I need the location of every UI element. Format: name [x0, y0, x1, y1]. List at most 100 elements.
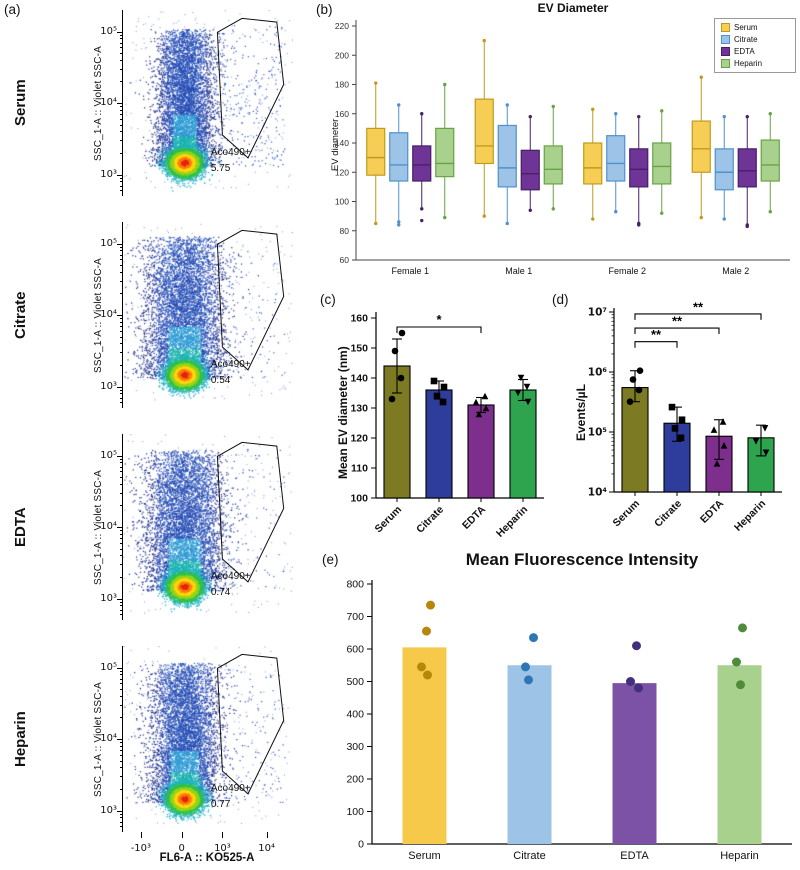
whisker-max-dot	[745, 114, 749, 119]
data-dot	[529, 633, 538, 643]
box-citrate	[606, 135, 626, 182]
whisker-max-dot	[699, 75, 703, 79]
x-category-label: Heparin	[720, 850, 759, 862]
y-minor-tick	[120, 47, 123, 49]
y-tick-mark	[117, 243, 123, 245]
y-minor-tick	[120, 789, 123, 790]
sample-name-label: Serum	[12, 79, 29, 127]
gate-percent: 0.77	[210, 798, 231, 810]
y-tick-label: 200	[335, 50, 349, 60]
y-tick-label: 10⁷	[588, 307, 607, 319]
data-point	[671, 425, 679, 432]
data-point	[524, 398, 532, 406]
y-tick-label: 130	[350, 403, 368, 415]
panel-b-letter: (b)	[316, 2, 333, 17]
y-minor-tick	[120, 542, 123, 544]
whisker-max-dot	[374, 81, 378, 85]
gate-percent: 5.75	[210, 162, 231, 174]
y-minor-tick	[120, 42, 123, 44]
y-tick-label: 60	[340, 255, 350, 265]
y-minor-tick	[120, 59, 123, 61]
y-tick-mark	[117, 174, 123, 176]
y-tick-label: 800	[346, 579, 364, 591]
data-dot	[524, 675, 533, 685]
significance-label: **	[672, 314, 683, 329]
y-tick-mark	[117, 810, 123, 812]
y-tick-label: 80	[340, 226, 350, 236]
whisker-min-dot	[660, 211, 664, 215]
y-tick-mark	[117, 31, 123, 33]
y-minor-tick	[120, 533, 123, 535]
whisker-min-dot	[505, 221, 509, 226]
y-tick-label: 120	[335, 167, 349, 177]
x-category-label: Male 2	[722, 266, 749, 276]
y-minor-tick	[120, 185, 123, 187]
y-tick-label: 10⁴	[100, 733, 117, 744]
y-minor-tick	[120, 259, 123, 261]
y-minor-tick	[120, 670, 123, 672]
y-minor-tick	[120, 402, 123, 404]
data-point	[752, 437, 760, 445]
y-minor-tick	[120, 280, 123, 282]
x-category-label: Heparin	[732, 498, 768, 534]
data-dot	[626, 677, 635, 686]
box-edta	[737, 148, 757, 188]
legend-swatch	[721, 35, 730, 44]
whisker-max-dot	[443, 82, 447, 87]
y-tick-label: 0	[358, 839, 364, 851]
flow-plot-citrate: Citrate SSC_1-A :: Violet SSC-A Aco490+ …	[0, 222, 305, 422]
legend-item: Serum	[721, 23, 789, 32]
data-point	[678, 416, 686, 424]
box-heparin	[652, 142, 672, 185]
box-serum	[583, 142, 603, 185]
gate-percent: 0.54	[210, 374, 231, 386]
y-tick-label: 100	[335, 197, 349, 207]
y-minor-tick	[120, 264, 123, 266]
x-category-label: Citrate	[414, 504, 446, 536]
y-minor-tick	[120, 38, 123, 40]
y-minor-tick	[120, 397, 123, 399]
data-dot	[634, 683, 643, 693]
x-tick-label: 10⁴	[258, 843, 275, 854]
y-tick-mark	[117, 386, 123, 388]
whisker-min-dot	[699, 215, 703, 220]
y-minor-tick	[120, 246, 123, 248]
gate-overlay	[216, 653, 285, 795]
sample-name-label: Citrate	[12, 291, 29, 339]
x-category-label: Serum	[611, 498, 643, 530]
data-point	[388, 395, 396, 403]
density-scatter-canvas	[123, 434, 293, 620]
bar-heparin	[509, 389, 537, 499]
whisker-max-dot	[505, 103, 509, 107]
x-category-label: EDTA	[460, 503, 488, 531]
y-tick-label: 100	[350, 493, 368, 505]
data-point	[720, 442, 728, 449]
whisker-max-dot	[551, 104, 555, 109]
bar-citrate	[425, 389, 453, 499]
whisker-min-dot	[614, 210, 618, 214]
y-minor-tick	[120, 177, 123, 179]
density-scatter-canvas	[123, 222, 293, 408]
data-point	[398, 329, 406, 337]
bar-edta	[612, 683, 657, 844]
x-category-label: EDTA	[620, 850, 649, 862]
y-tick-label: 10⁵	[100, 237, 117, 249]
box-citrate	[389, 132, 409, 182]
whisker-max-dot	[768, 112, 772, 116]
y-minor-tick	[120, 776, 123, 778]
y-tick-label: 10⁵	[100, 449, 117, 461]
whisker-max-dot	[660, 109, 664, 113]
bar-edta	[467, 404, 495, 499]
y-minor-tick	[120, 124, 123, 126]
data-dot	[422, 626, 431, 636]
panel-c-bar-chart: (c) Mean EV diameter (nm) 100 110 120 130 14…	[312, 292, 550, 548]
whisker-min-dot	[591, 217, 595, 221]
y-minor-tick	[120, 462, 123, 464]
y-tick-label: 220	[335, 21, 349, 31]
whisker-max-dot	[420, 112, 424, 116]
y-minor-tick	[120, 393, 123, 395]
whisker-max-dot	[482, 38, 486, 43]
y-minor-tick	[120, 250, 123, 252]
bar-serum	[621, 387, 649, 493]
